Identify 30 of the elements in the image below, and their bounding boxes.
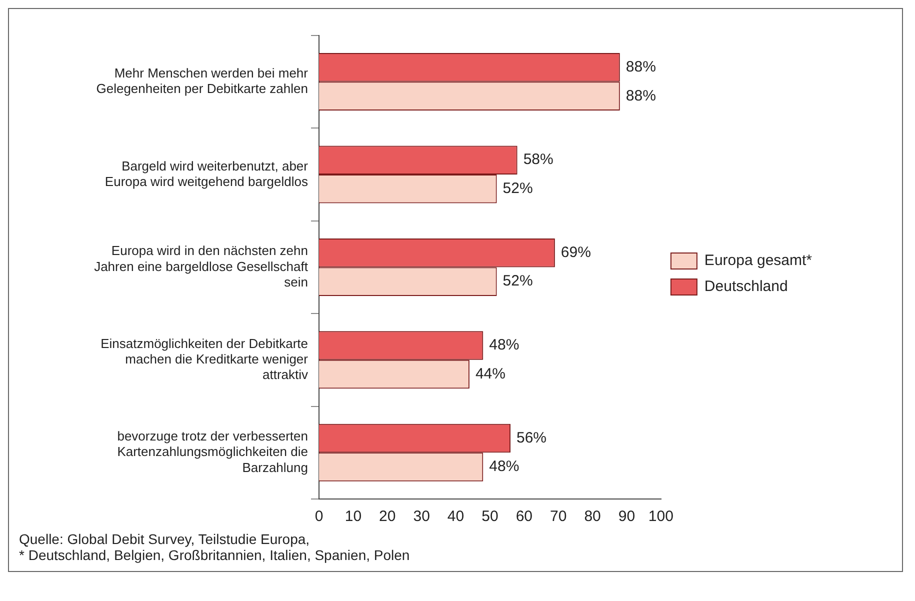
x-tick-label: 20 <box>379 508 396 526</box>
source-note: Quelle: Global Debit Survey, Teilstudie Europa, <box>19 531 311 547</box>
x-tick-label: 30 <box>413 508 430 526</box>
x-tick-label: 100 <box>648 508 674 526</box>
x-tick-label: 70 <box>550 508 567 526</box>
data-label: 48% <box>489 458 520 476</box>
legend-label: Deutschland <box>704 278 788 296</box>
y-tick-label: bevorzuge trotz der verbesserten Kartenzahlungsmöglichkeiten die Barzahlung <box>117 428 308 475</box>
data-label: 44% <box>475 365 506 382</box>
legend-label: Europa gesamt* <box>704 252 812 270</box>
y-tick-label: Einsatzmöglichkeiten der Debitkarte machen die Kreditkarte weniger attraktiv <box>100 336 309 382</box>
x-tick-label: 50 <box>482 508 498 526</box>
x-tick-label: 40 <box>447 508 464 526</box>
y-tick-label: Mehr Menschen werden bei mehr Gelegenheiten per Debitkarte zahlen <box>96 66 309 96</box>
data-label: 88% <box>626 58 656 76</box>
x-tick-label: 10 <box>344 508 362 526</box>
data-label: 58% <box>523 151 554 168</box>
x-tick-label: 90 <box>618 508 636 526</box>
y-tick-label: Bargeld wird weiterbenutzt, aber Europa wird weitgehend bargeldlos <box>104 158 309 189</box>
data-label: 88% <box>626 87 656 104</box>
text: * Deutschland, Belgien, Großbritannien, Italien, Spanien, Polen <box>19 547 411 563</box>
x-tick-label: 0 <box>314 508 324 526</box>
x-tick-label: 80 <box>584 508 601 526</box>
data-label: 69% <box>560 244 591 261</box>
data-label: 52% <box>502 272 533 290</box>
data-label: 48% <box>489 336 520 354</box>
data-label: 56% <box>516 429 547 446</box>
y-tick-label: Europa wird in den nächsten zehn Jahren eine bargeldlose Gesellschaft sein <box>94 243 308 290</box>
x-tick-label: 60 <box>516 508 533 526</box>
data-label: 52% <box>502 180 533 197</box>
